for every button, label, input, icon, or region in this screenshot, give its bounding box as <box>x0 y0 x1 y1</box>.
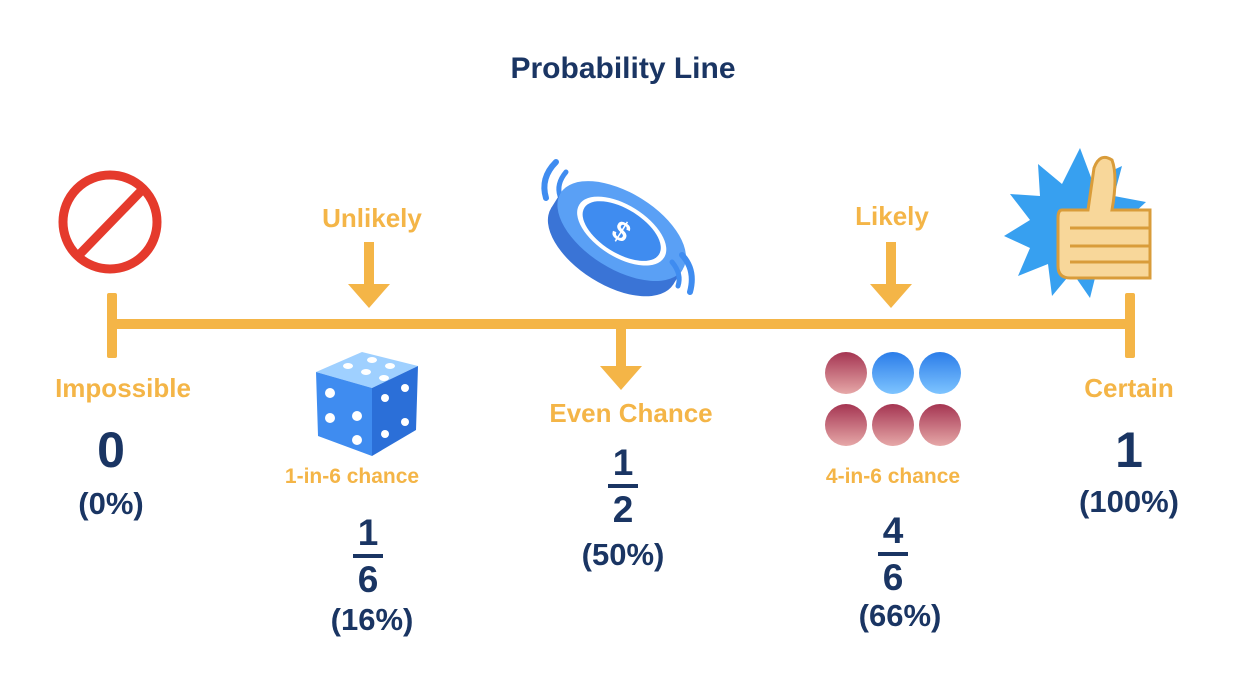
numerator: 1 <box>357 512 379 553</box>
no-entry-icon <box>58 170 162 274</box>
arrow-even-chance <box>600 329 642 390</box>
probability-axis <box>107 293 1135 358</box>
thumbs-up-icon <box>1004 148 1152 298</box>
percent-impossible: (0%) <box>78 486 144 521</box>
percent-even-chance: (50%) <box>581 537 665 572</box>
value-impossible: 0 <box>97 422 125 478</box>
percent-certain: (100%) <box>1079 484 1179 519</box>
denominator: 6 <box>357 559 379 600</box>
axis-end-left <box>107 293 117 358</box>
fraction-bar <box>353 554 383 558</box>
page-title: Probability Line <box>510 52 736 85</box>
label-unlikely: Unlikely <box>322 203 422 233</box>
fraction-bar <box>878 552 908 556</box>
caption-unlikely: 1-in-6 chance <box>284 465 420 488</box>
fraction-likely: 4 6 <box>878 512 908 596</box>
arrow-likely <box>870 242 912 308</box>
percent-likely: (66%) <box>858 598 942 633</box>
denominator: 2 <box>612 489 634 530</box>
percent-unlikely: (16%) <box>330 602 414 637</box>
numerator: 4 <box>882 510 904 551</box>
label-impossible: Impossible <box>55 373 191 403</box>
label-likely: Likely <box>855 201 929 231</box>
fraction-bar <box>608 484 638 488</box>
arrow-unlikely <box>348 242 390 308</box>
value-certain: 1 <box>1115 422 1143 478</box>
caption-likely: 4-in-6 chance <box>825 465 961 488</box>
label-certain: Certain <box>1084 373 1174 403</box>
fraction-unlikely: 1 6 <box>353 514 383 598</box>
axis-end-right <box>1125 293 1135 358</box>
dice-icon <box>316 352 418 456</box>
label-even-chance: Even Chance <box>549 398 713 428</box>
numerator: 1 <box>612 442 634 483</box>
denominator: 6 <box>882 557 904 598</box>
coin-flip-icon: $ <box>541 159 695 297</box>
axis-line <box>107 319 1135 329</box>
marbles-icon <box>825 352 961 446</box>
fraction-even-chance: 1 2 <box>608 444 638 528</box>
